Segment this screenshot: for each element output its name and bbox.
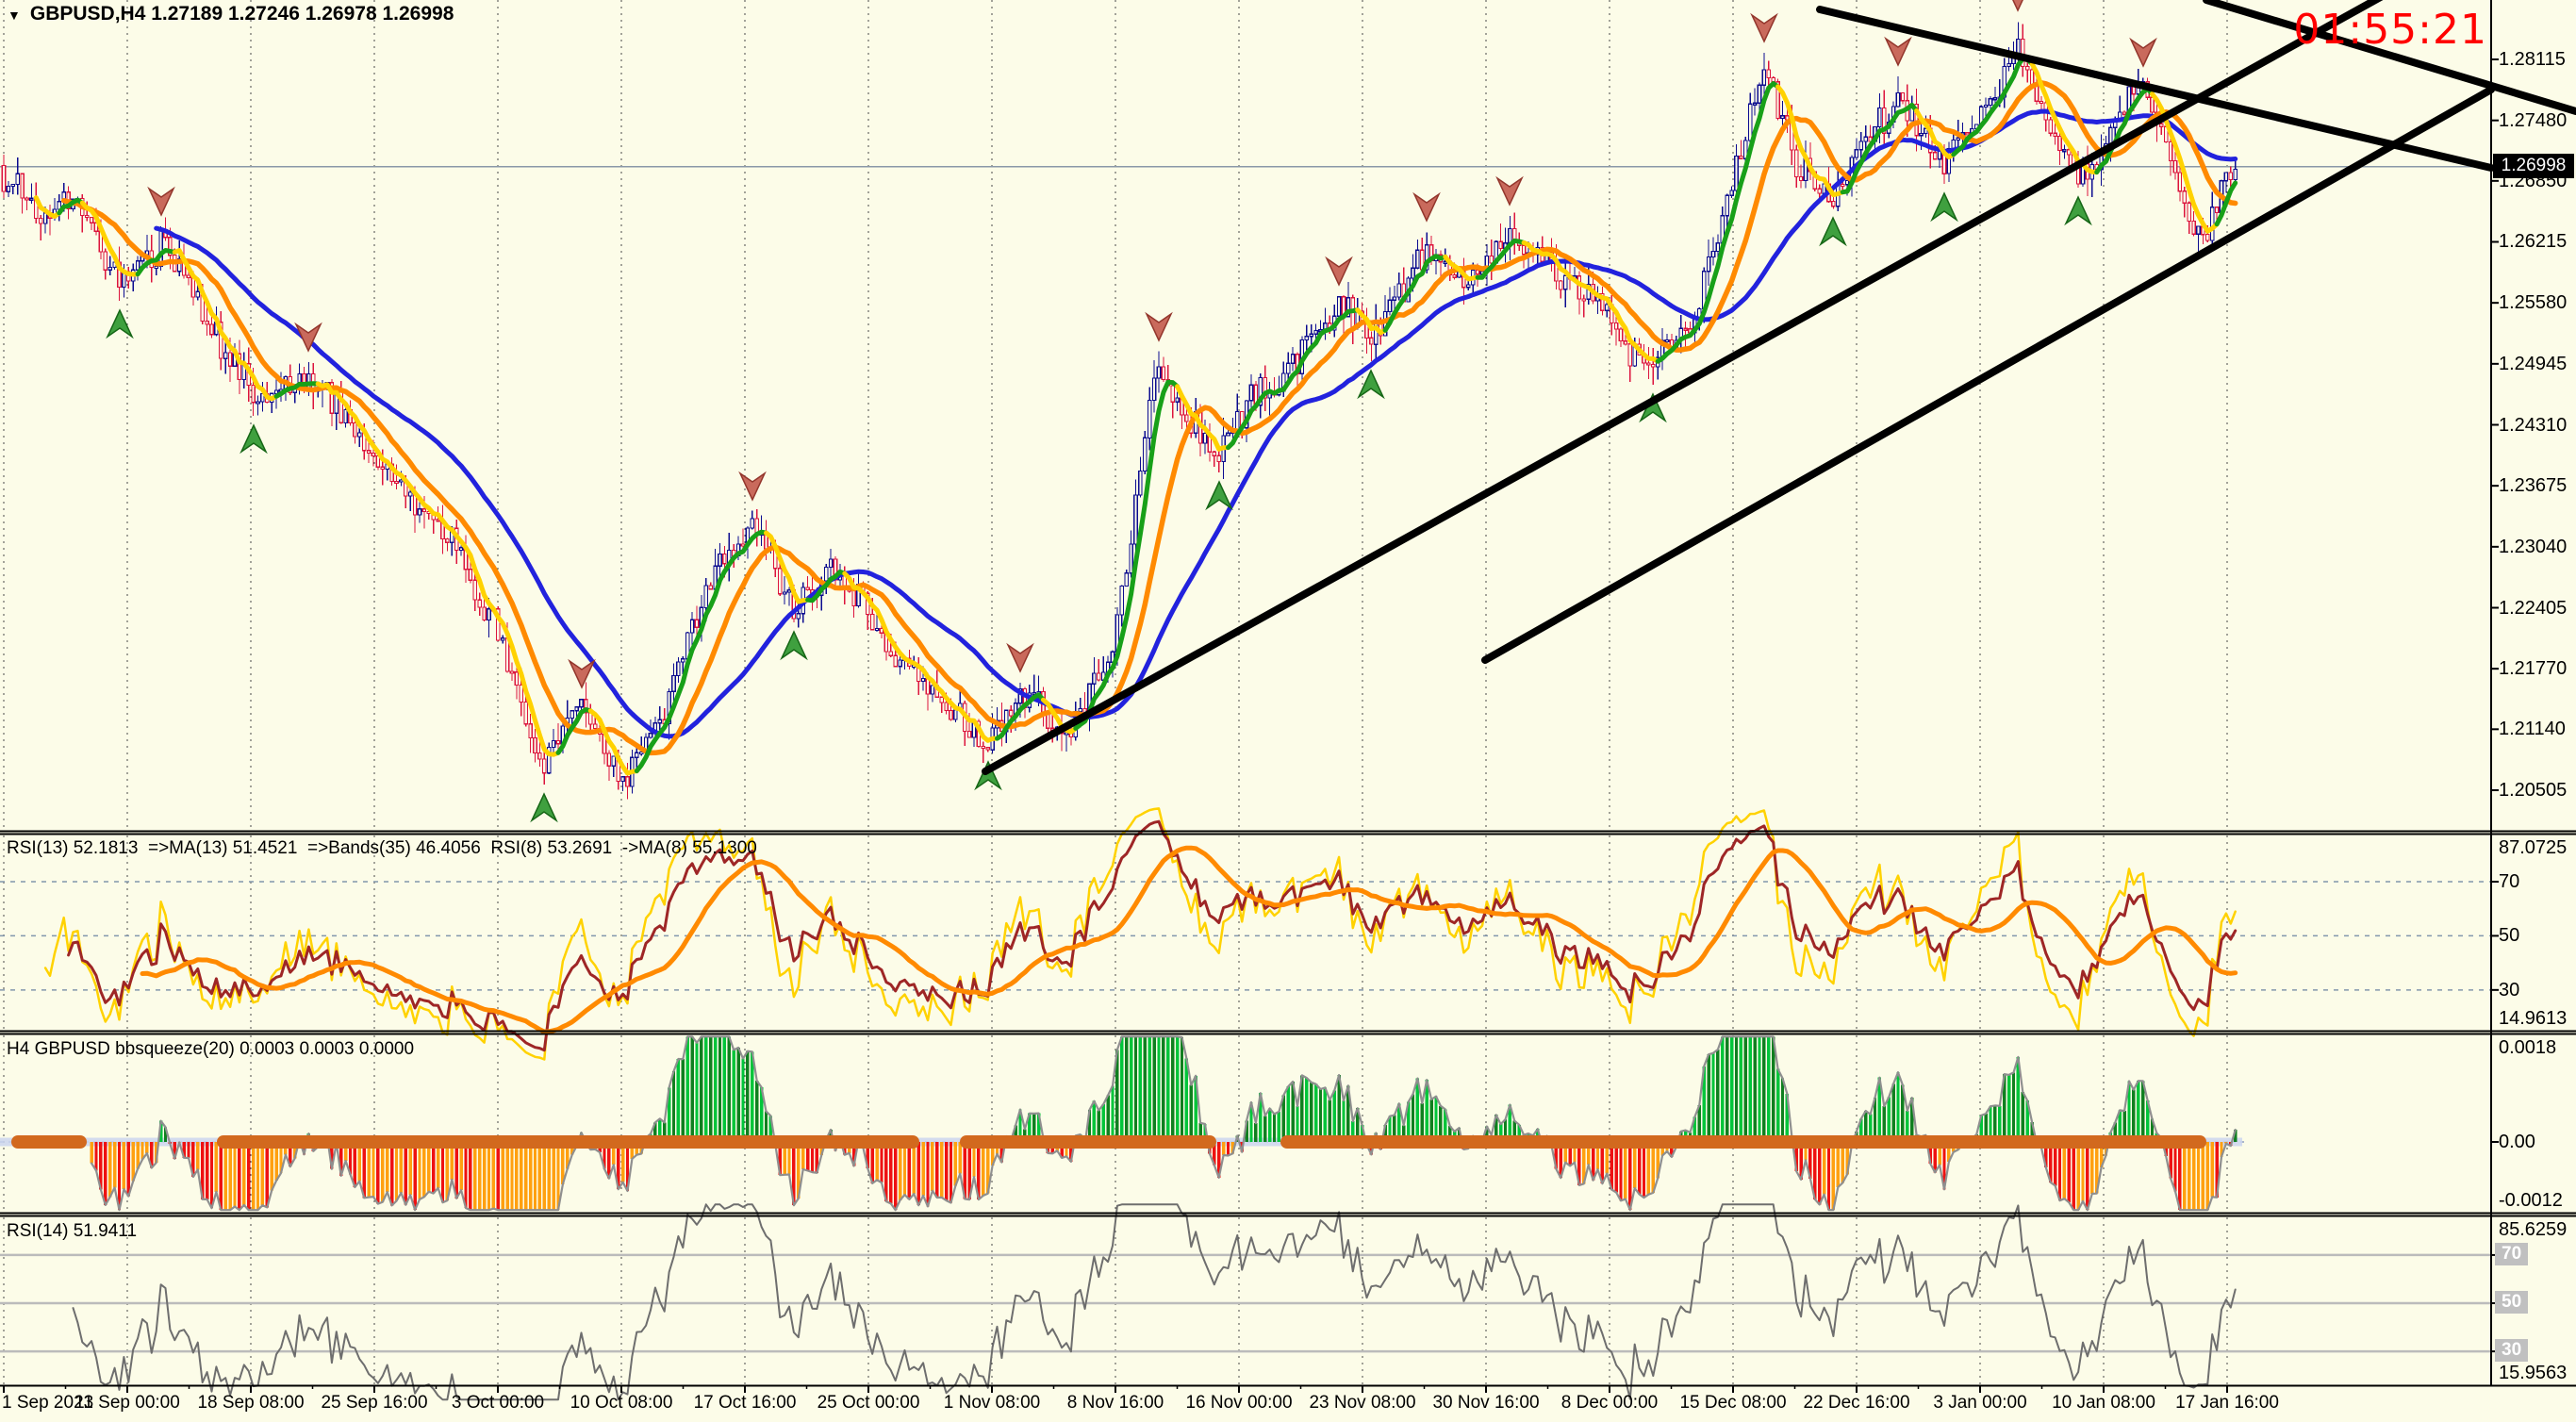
squeeze-axis-label: 0.00 bbox=[2499, 1132, 2535, 1152]
time-axis-label: 22 Dec 16:00 bbox=[1803, 1393, 1910, 1413]
time-axis-label: 15 Dec 08:00 bbox=[1679, 1393, 1787, 1413]
time-axis-label: 11 Sep 00:00 bbox=[74, 1393, 180, 1413]
chart-title: ▼ GBPUSD,H4 1.27189 1.27246 1.26978 1.269… bbox=[8, 3, 454, 25]
rsi-axis-label: 87.0725 bbox=[2499, 837, 2568, 858]
time-axis-label: 30 Nov 16:00 bbox=[1432, 1393, 1540, 1413]
price-axis-label: 1.27480 bbox=[2499, 109, 2568, 131]
rsi14-axis-label: 85.6259 bbox=[2499, 1219, 2568, 1240]
price-axis-label: 1.24310 bbox=[2499, 414, 2568, 436]
time-axis-label: 3 Jan 00:00 bbox=[1933, 1393, 2027, 1413]
rsi14-axis-label: 15.9563 bbox=[2499, 1363, 2568, 1383]
time-axis-label: 25 Oct 00:00 bbox=[817, 1393, 920, 1413]
rsi14-level-chip: 70 bbox=[2495, 1242, 2529, 1265]
price-axis-label: 1.23040 bbox=[2499, 536, 2568, 557]
time-axis-label: 10 Jan 08:00 bbox=[2052, 1393, 2155, 1413]
bbsqueeze-indicator-label: H4 GBPUSD bbsqueeze(20) 0.0003 0.0003 0.… bbox=[7, 1039, 415, 1059]
rsi-axis-label: 50 bbox=[2499, 925, 2520, 947]
price-axis-label: 1.21770 bbox=[2499, 658, 2568, 680]
time-axis-label: 17 Oct 16:00 bbox=[693, 1393, 797, 1413]
chart-symbol-timeframe: GBPUSD,H4 bbox=[29, 3, 146, 25]
time-axis-label: 1 Nov 08:00 bbox=[943, 1393, 1041, 1413]
price-axis-label: 1.23675 bbox=[2499, 475, 2568, 497]
rsi-axis-label: 14.9613 bbox=[2499, 1008, 2568, 1029]
rsi-axis-label: 30 bbox=[2499, 979, 2520, 1000]
price-axis-label: 1.20505 bbox=[2499, 780, 2568, 801]
symbol-marker-icon[interactable]: ▼ bbox=[8, 8, 21, 23]
current-price-tag: 1.26998 bbox=[2493, 154, 2574, 178]
time-axis-label: 17 Jan 16:00 bbox=[2175, 1393, 2279, 1413]
time-axis-label: 25 Sep 16:00 bbox=[321, 1393, 428, 1413]
time-axis-label: 18 Sep 08:00 bbox=[197, 1393, 305, 1413]
price-axis-label: 1.26215 bbox=[2499, 231, 2568, 253]
price-axis-label: 1.28115 bbox=[2499, 49, 2566, 70]
rsi-axis-label: 70 bbox=[2499, 871, 2520, 892]
price-axis-label: 1.24945 bbox=[2499, 353, 2568, 374]
session-countdown-clock: 01:55:21 bbox=[2293, 6, 2487, 54]
rsi14-level-chip: 30 bbox=[2495, 1339, 2529, 1363]
time-axis-label: 23 Nov 08:00 bbox=[1309, 1393, 1416, 1413]
chart-ohlc-values: 1.27189 1.27246 1.26978 1.26998 bbox=[151, 3, 454, 25]
time-axis-label: 8 Nov 16:00 bbox=[1066, 1393, 1164, 1413]
price-axis-label: 1.25580 bbox=[2499, 292, 2568, 314]
price-axis-label: 1.22405 bbox=[2499, 597, 2568, 619]
time-axis-label: 1 Sep 2023 bbox=[2, 1393, 94, 1413]
time-axis-label: 10 Oct 08:00 bbox=[570, 1393, 673, 1413]
time-axis-label: 3 Oct 00:00 bbox=[451, 1393, 545, 1413]
rsi-indicator-label: RSI(13) 52.1813 =>MA(13) 51.4521 =>Bands… bbox=[7, 838, 757, 858]
squeeze-axis-label: -0.0012 bbox=[2499, 1190, 2563, 1211]
time-axis-label: 16 Nov 00:00 bbox=[1185, 1393, 1293, 1413]
rsi14-indicator-label: RSI(14) 51.9411 bbox=[7, 1221, 138, 1241]
rsi14-level-chip: 50 bbox=[2495, 1291, 2529, 1315]
squeeze-axis-label: 0.0018 bbox=[2499, 1037, 2557, 1058]
price-axis-label: 1.21140 bbox=[2499, 719, 2566, 740]
time-axis-label: 8 Dec 00:00 bbox=[1560, 1393, 1659, 1413]
